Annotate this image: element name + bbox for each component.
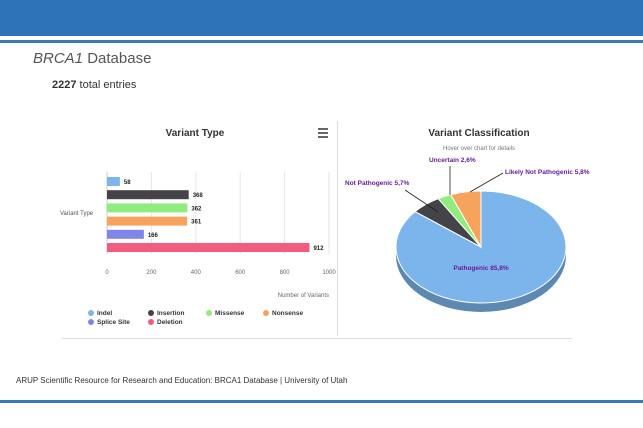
panel-bottom-divider xyxy=(62,338,572,339)
pie-label-likely-not-pathogenic: Likely Not Pathogenic 5,8% xyxy=(505,169,590,176)
legend-swatch xyxy=(88,319,94,325)
legend-swatch xyxy=(148,319,154,325)
pie-connector xyxy=(404,189,439,213)
bar-chart-title: Variant Type xyxy=(166,128,225,139)
legend-item-nonsense: Nonsense xyxy=(272,310,303,317)
header-divider xyxy=(0,40,643,43)
bar-x-tick-label: 0 xyxy=(105,270,109,276)
pie-slice-likely-not-pathogenic xyxy=(449,190,482,249)
bar-splice-site xyxy=(107,229,144,239)
pie-label-pathogenic: Pathogenic 85,8% xyxy=(453,265,508,272)
bar-insertion xyxy=(107,190,189,200)
legend-swatch xyxy=(206,310,212,316)
entries-summary: 2227 total entries xyxy=(52,79,136,91)
legend-item-deletion: Deletion xyxy=(157,319,183,326)
legend-swatch xyxy=(148,310,154,316)
bar-nonsense xyxy=(107,216,188,226)
bar-value-label: 368 xyxy=(193,193,204,199)
bar-deletion xyxy=(107,243,310,252)
bar-missense xyxy=(107,203,188,213)
bar-x-axis-label: Number of Variants xyxy=(278,293,329,299)
bar-value-label: 912 xyxy=(313,246,324,252)
page-title: BRCA1 Database xyxy=(33,50,151,67)
footer-divider xyxy=(0,400,643,403)
chart-menu-icon[interactable] xyxy=(318,128,328,138)
bar-x-tick-label: 400 xyxy=(191,270,202,276)
header-bar xyxy=(0,0,643,36)
bar-y-axis-label: Variant Type xyxy=(60,211,94,217)
bar-x-tick-label: 200 xyxy=(146,270,157,276)
legend-item-missense: Missense xyxy=(215,310,245,317)
bar-indel xyxy=(107,177,120,186)
bar-value-label: 362 xyxy=(191,206,202,212)
legend-swatch xyxy=(88,310,94,316)
bar-x-tick-label: 1000 xyxy=(322,270,336,276)
legend-swatch xyxy=(263,310,269,316)
legend-item-splice-site: Splice Site xyxy=(97,319,130,326)
entries-label: total entries xyxy=(79,79,137,91)
pie-label-not-pathogenic: Not Pathogenic 5,7% xyxy=(345,180,410,187)
page-title-rest: Database xyxy=(87,50,152,67)
entries-count: 2227 xyxy=(52,79,77,91)
pie-chart-title: Variant Classification xyxy=(428,128,529,139)
bar-value-label: 361 xyxy=(191,220,202,226)
bar-x-tick-label: 800 xyxy=(280,270,291,276)
bar-x-tick-label: 600 xyxy=(235,270,246,276)
pie-connector xyxy=(469,172,504,193)
bar-value-label: 58 xyxy=(124,180,131,186)
bar-value-label: 166 xyxy=(148,233,159,239)
page-title-italic: BRCA1 xyxy=(33,50,84,67)
legend-item-insertion: Insertion xyxy=(157,310,184,317)
panel-divider xyxy=(337,121,338,336)
legend-item-indel: Indel xyxy=(97,310,112,317)
pie-label-uncertain: Uncertain 2,6% xyxy=(429,157,476,164)
footer-text: ARUP Scientific Resource for Research an… xyxy=(16,376,348,385)
pie-chart-subtitle: Hover over chart for details xyxy=(443,146,515,152)
